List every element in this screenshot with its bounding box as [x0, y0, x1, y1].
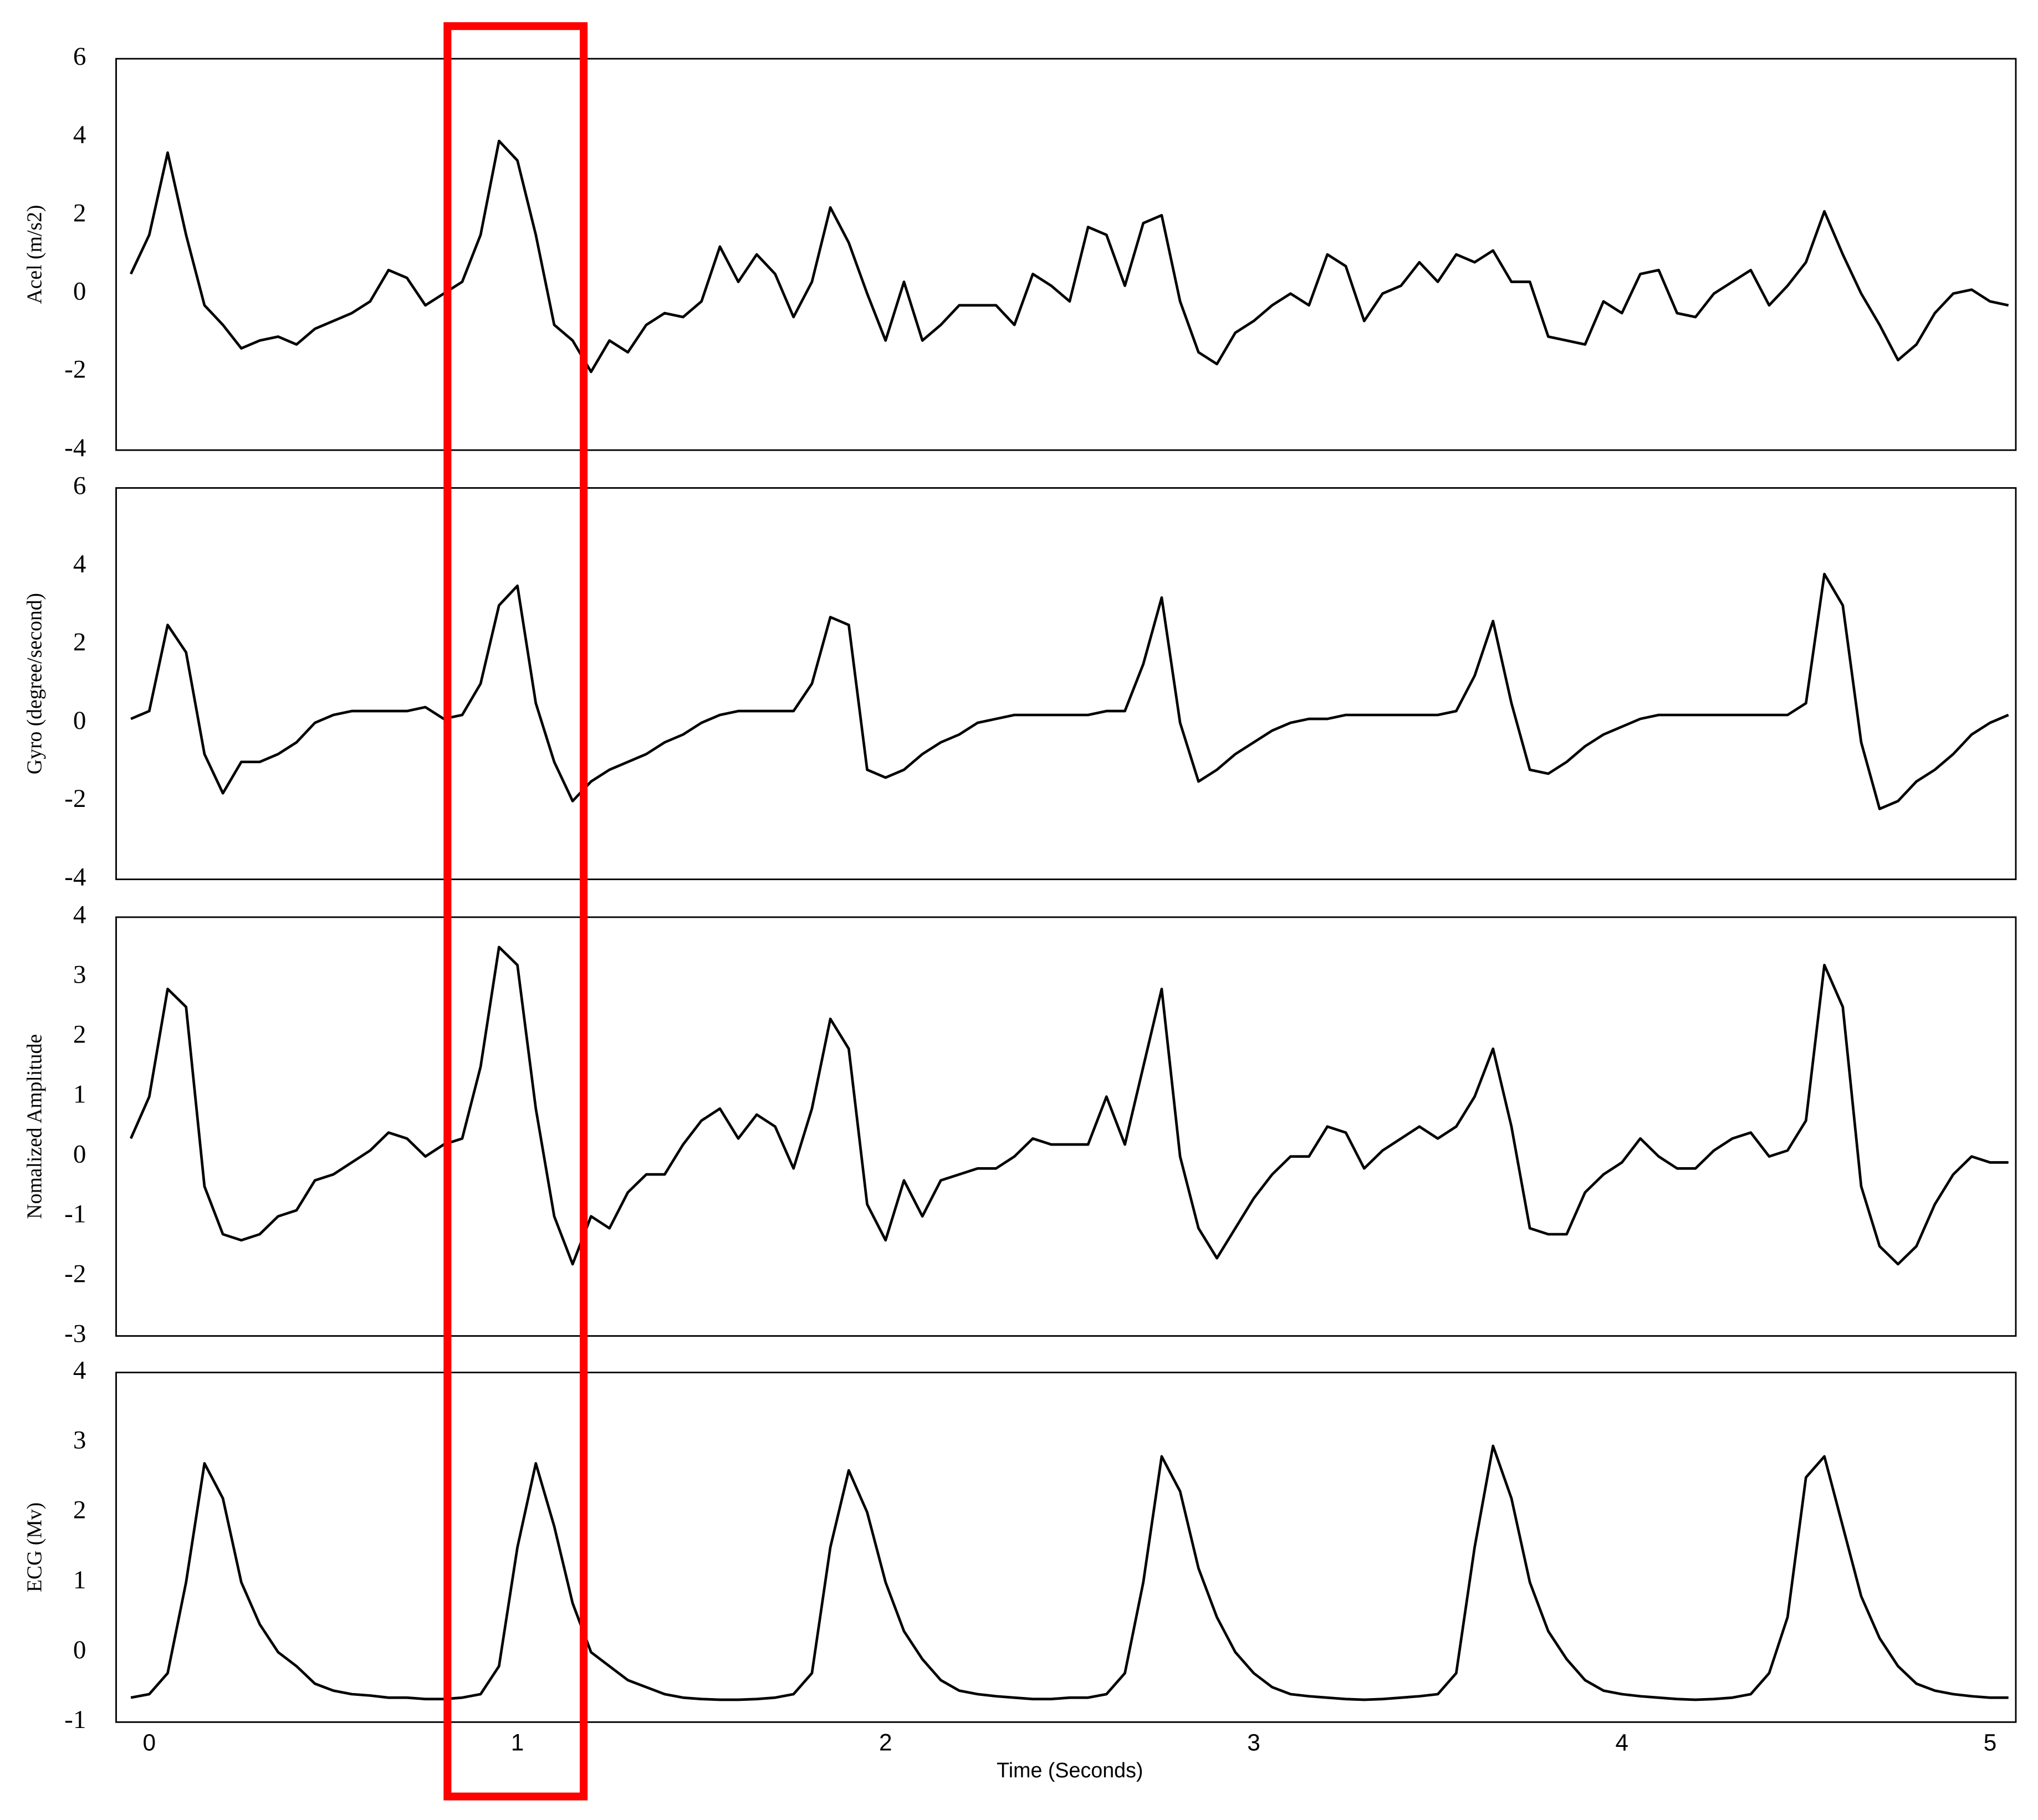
- y-tick-label: 3: [73, 1425, 86, 1454]
- y-tick-label: 2: [73, 198, 86, 227]
- signal-line: [130, 1444, 2009, 1701]
- y-tick-label: -1: [64, 1199, 86, 1228]
- y-tick-label: 3: [73, 960, 86, 989]
- y-tick-label: 4: [73, 550, 86, 579]
- y-tick-label: 4: [73, 901, 86, 929]
- x-tick-label: 2: [879, 1730, 892, 1756]
- y-tick-label: 0: [73, 1140, 86, 1169]
- x-tick-label: 4: [1615, 1730, 1628, 1756]
- plot-frame: [115, 487, 2017, 881]
- y-tick-label: 1: [73, 1566, 86, 1594]
- y-tick-label: -3: [64, 1319, 86, 1348]
- y-axis-label: Nomalized Amplitude: [23, 1034, 47, 1219]
- y-tick-label: 2: [73, 1496, 86, 1525]
- x-tick-label: 1: [511, 1730, 524, 1756]
- y-tick-label: 6: [73, 42, 86, 71]
- y-tick-label: 4: [73, 120, 86, 149]
- x-tick-label: 0: [143, 1730, 156, 1756]
- highlight-box: [443, 22, 588, 1801]
- y-axis-label: ECG (Mv): [23, 1502, 47, 1592]
- signal-line: [130, 572, 2009, 810]
- y-tick-label: -2: [64, 1259, 86, 1288]
- y-tick-label: 0: [73, 706, 86, 735]
- signal-line: [129, 945, 2009, 1266]
- y-tick-label: 0: [73, 1635, 86, 1664]
- y-tick-label: -4: [64, 862, 86, 891]
- y-tick-label: -2: [64, 355, 86, 384]
- y-tick-label: 0: [73, 277, 86, 306]
- y-tick-label: 2: [73, 1020, 86, 1049]
- y-tick-label: 6: [73, 471, 86, 500]
- y-axis-label: Acel (m/s2): [23, 205, 47, 304]
- plot-frame: [115, 1372, 2017, 1723]
- plot-frame: [115, 58, 2017, 451]
- y-axis-label: Gyro (degree/second): [23, 593, 47, 774]
- x-tick-label: 3: [1247, 1730, 1260, 1756]
- plot-frame: [115, 916, 2017, 1337]
- y-tick-label: -1: [64, 1705, 86, 1734]
- signal-line: [129, 139, 2009, 374]
- x-tick-label: 5: [1984, 1730, 1997, 1756]
- y-tick-label: 1: [73, 1080, 86, 1109]
- x-axis-label: Time (Seconds): [997, 1758, 1143, 1782]
- y-tick-label: -4: [64, 433, 86, 462]
- y-tick-label: 4: [73, 1356, 86, 1384]
- y-tick-label: -2: [64, 784, 86, 813]
- y-tick-label: 2: [73, 628, 86, 657]
